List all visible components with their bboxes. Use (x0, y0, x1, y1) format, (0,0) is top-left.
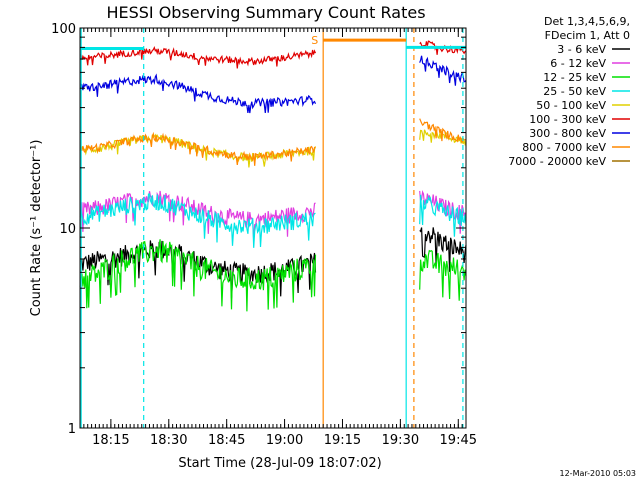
x-tick-label-3: 19:00 (266, 433, 303, 448)
x-tick-label-0: 18:15 (92, 433, 129, 448)
series-2-segment-0 (79, 239, 317, 312)
series-6-segment-1 (419, 55, 467, 86)
series-3-segment-1 (419, 194, 467, 237)
legend-label-0: 3 - 6 keV (557, 43, 606, 56)
footer-timestamp: 12-Mar-2010 05:03 (560, 469, 637, 478)
x-axis-label: Start Time (28-Jul-09 18:07:02) (178, 456, 381, 471)
series-3-segment-0 (79, 193, 316, 248)
series-0-segment-1 (419, 227, 467, 272)
series-7-segment-1 (419, 118, 467, 143)
legend-label-3: 25 - 50 keV (543, 85, 606, 98)
x-tick-label-4: 19:15 (324, 433, 361, 448)
series-1 (79, 190, 467, 242)
series-5 (79, 40, 467, 69)
chart-title: HESSI Observing Summary Count Rates (106, 3, 425, 22)
legend-label-2: 12 - 25 keV (543, 71, 606, 84)
series-4 (79, 129, 467, 168)
plot-frame (79, 27, 467, 429)
legend-label-4: 50 - 100 keV (536, 99, 606, 112)
y-tick-label-0: 1 (68, 422, 76, 437)
series-7-segment-0 (79, 131, 316, 166)
series-2-segment-1 (419, 249, 467, 301)
series-7 (79, 118, 467, 166)
legend-label-7: 800 - 7000 keV (522, 141, 606, 154)
plot-area (79, 40, 467, 312)
x-tick-label-1: 18:30 (150, 433, 187, 448)
legend-label-6: 300 - 800 keV (529, 127, 606, 140)
x-tick-label-5: 19:30 (382, 433, 419, 448)
legend: Det 1,3,4,5,6,9,FDecim 1, Att 03 - 6 keV… (508, 15, 630, 168)
legend-label-1: 6 - 12 keV (550, 57, 606, 70)
series-6 (79, 55, 467, 114)
y-tick-label-1: 10 (59, 222, 76, 237)
legend-header-1: FDecim 1, Att 0 (545, 29, 630, 42)
annotation-label-7: S (311, 34, 318, 47)
y-axis-label: Count Rate (s⁻¹ detector⁻¹) (29, 140, 44, 317)
annotation-layer: S (80, 28, 466, 428)
series-3 (79, 193, 467, 248)
legend-label-5: 100 - 300 keV (529, 113, 606, 126)
y-tick-label-2: 100 (51, 22, 76, 37)
series-5-segment-0 (79, 45, 317, 69)
legend-label-8: 7000 - 20000 keV (508, 155, 606, 168)
legend-header-0: Det 1,3,4,5,6,9, (544, 15, 630, 28)
x-tick-label-6: 19:45 (440, 433, 477, 448)
series-2 (79, 239, 467, 312)
series-1-segment-0 (79, 190, 316, 242)
x-axis: 18:15 18:30 18:45 19:00 19:15 19:30 19:45 (79, 28, 477, 448)
x-tick-label-2: 18:45 (208, 433, 245, 448)
series-6-segment-0 (79, 73, 317, 114)
y-axis: 1 10 100 (51, 22, 466, 437)
